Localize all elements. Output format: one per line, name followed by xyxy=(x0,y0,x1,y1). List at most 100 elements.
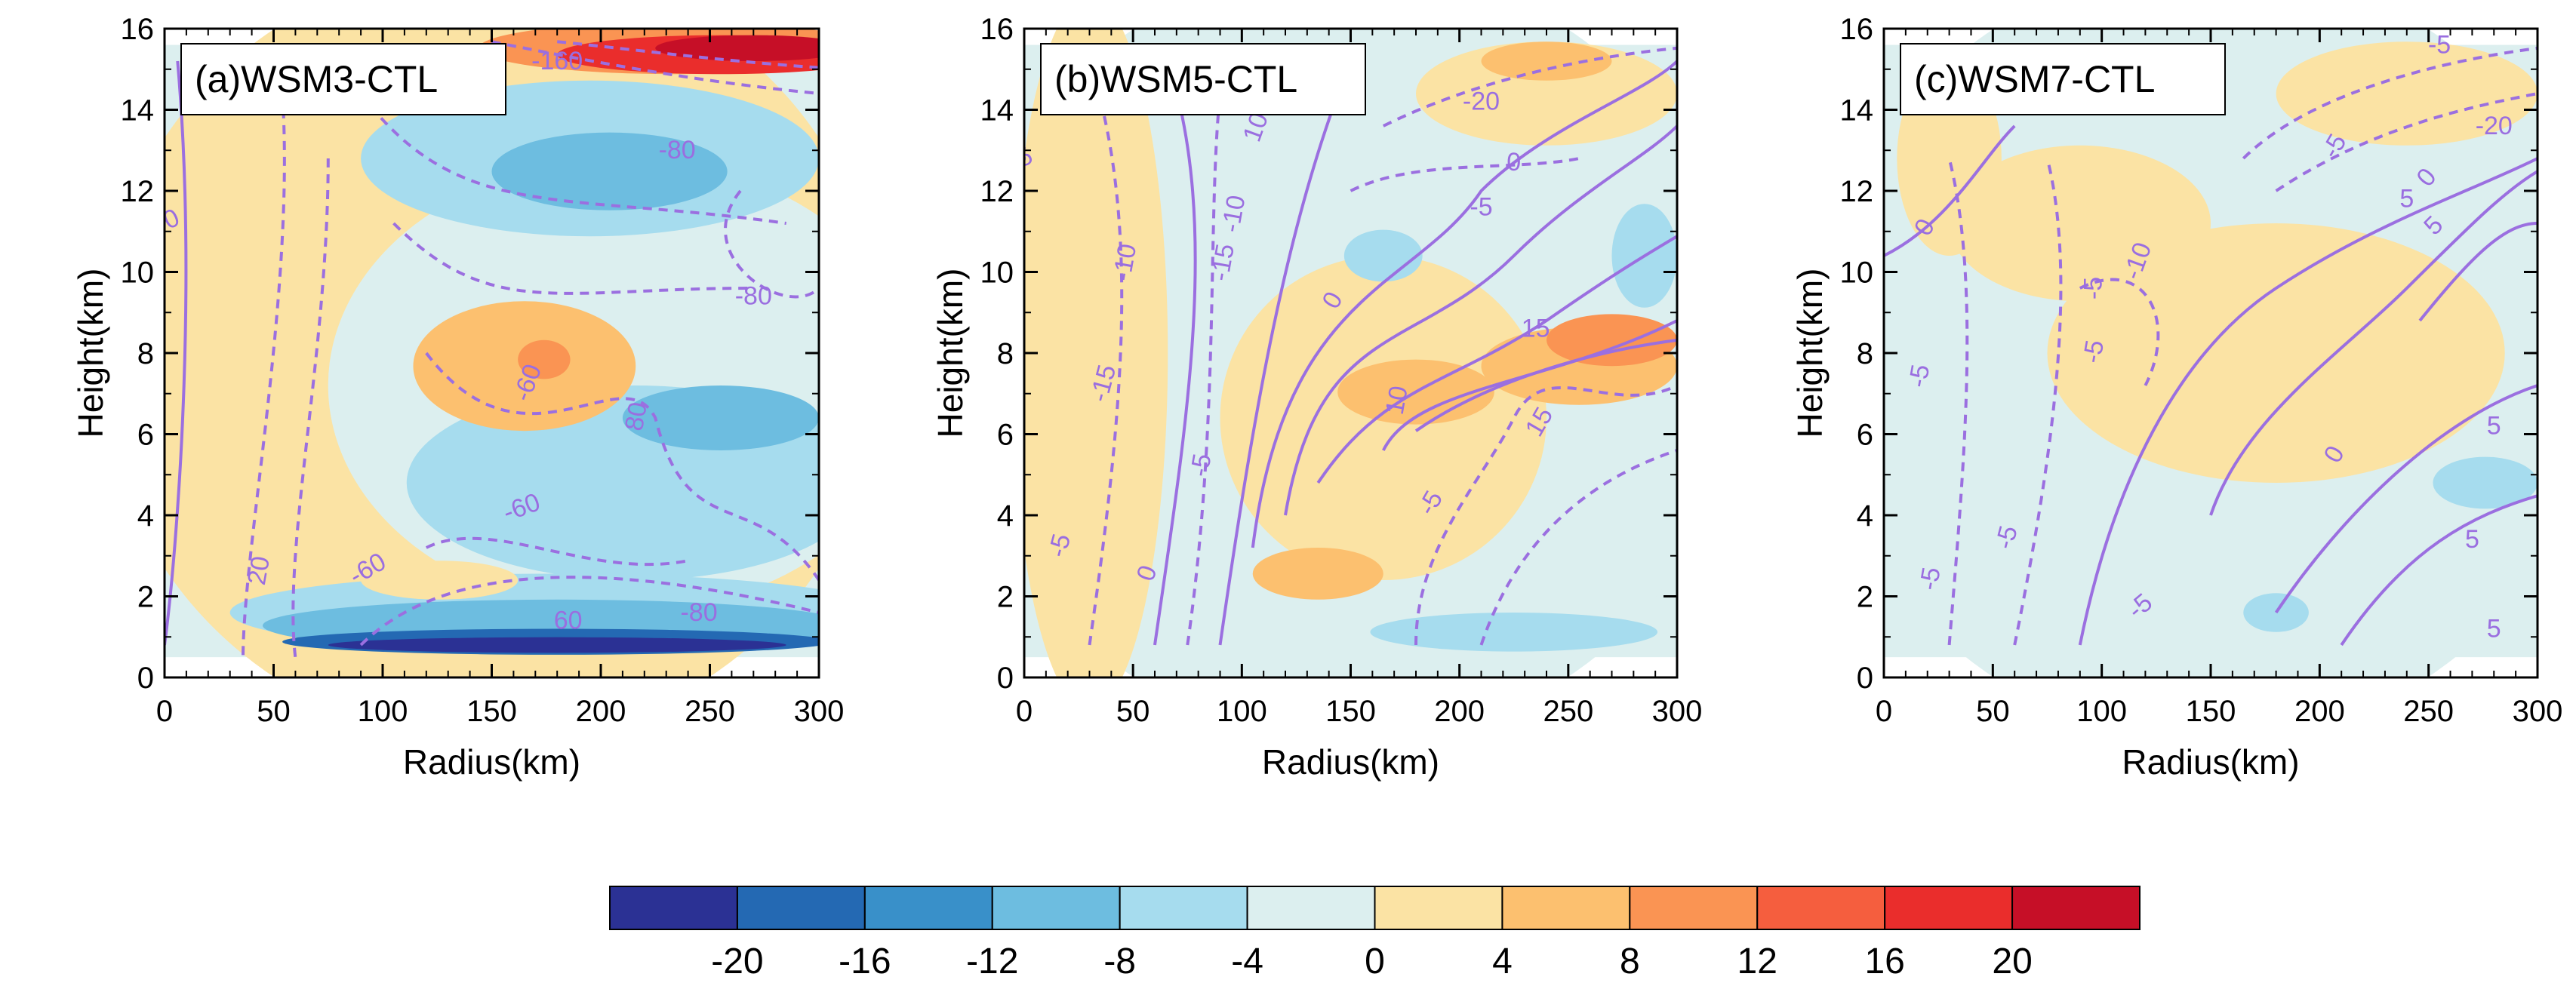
x-axis-label: Radius(km) xyxy=(403,742,580,782)
contour-line-positive xyxy=(165,60,188,646)
colorbar-swatch xyxy=(863,886,993,930)
shade-region xyxy=(1416,41,1677,146)
contour-label: 5 xyxy=(2487,412,2501,441)
contour-label: -80 xyxy=(735,282,772,311)
x-tick-label: 200 xyxy=(576,695,626,728)
x-tick-label: 200 xyxy=(1434,695,1485,728)
contour-label: -80 xyxy=(659,136,696,164)
x-tick-label: 200 xyxy=(2294,695,2345,728)
contour-label: -10 xyxy=(1107,241,1142,283)
colorbar: -20 -16 -12 -8 -4 0 4 8 12 16 20 xyxy=(609,886,2141,981)
x-tick-label: 0 xyxy=(156,695,173,728)
shade-region xyxy=(518,339,571,379)
contour-label: -20 xyxy=(2476,112,2513,140)
colorbar-swatch xyxy=(1629,886,1759,930)
contour-line-positive xyxy=(2418,222,2538,322)
contour-line-negative xyxy=(359,576,819,647)
x-axis-label: Radius(km) xyxy=(2122,742,2299,782)
contour-line-negative xyxy=(2275,92,2538,192)
colorbar-tick-label: 8 xyxy=(1620,941,1640,981)
y-tick-label: 16 xyxy=(121,13,155,46)
panel-title: (a)WSM3-CTL xyxy=(195,58,438,100)
shaded-field: -160-120-80-40-40-60-80-6080-60-602060-8… xyxy=(165,29,819,677)
x-tick-label: 100 xyxy=(2076,695,2127,728)
x-tick-label: 0 xyxy=(1016,695,1033,728)
contour-line-negative xyxy=(2013,158,2063,646)
contour-line-negative xyxy=(724,189,819,299)
panel-title-box xyxy=(1900,43,2226,115)
shade-region xyxy=(328,637,786,653)
colorbar-tick-label: -20 xyxy=(711,941,763,981)
y-tick-label: 0 xyxy=(137,662,154,695)
y-axis-label: Height(km) xyxy=(71,269,110,438)
x-tick-label: 300 xyxy=(2513,695,2563,728)
contour-label: 5 xyxy=(2399,185,2414,213)
contour-label: -5 xyxy=(1470,192,1492,221)
shade-region xyxy=(2276,41,2538,146)
shade-region xyxy=(1481,41,1612,81)
colorbar-swatch xyxy=(1119,886,1248,930)
contour-line-negative xyxy=(1947,158,1969,646)
x-tick-label: 250 xyxy=(685,695,735,728)
x-tick-label: 300 xyxy=(1652,695,1703,728)
contour-line-positive xyxy=(1218,60,1353,646)
contour-line-negative xyxy=(1479,449,1677,646)
contour-label: 5 xyxy=(2465,525,2479,554)
x-tick-label: 150 xyxy=(2186,695,2236,728)
contour-line-negative xyxy=(1414,384,1677,646)
y-axis-label: Height(km) xyxy=(931,269,970,438)
shade-region xyxy=(1370,613,1658,652)
colorbar-tick-label: -12 xyxy=(966,941,1018,981)
y-tick-label: 2 xyxy=(997,581,1014,614)
shade-region xyxy=(655,35,819,61)
y-axis-label: Height(km) xyxy=(1790,269,1830,438)
x-axis-label: Radius(km) xyxy=(1262,742,1439,782)
shade-region xyxy=(1024,29,1168,677)
x-tick-label: 100 xyxy=(1217,695,1267,728)
y-tick-label: 12 xyxy=(121,175,155,208)
contour-label: 15 xyxy=(1522,315,1550,343)
y-tick-label: 10 xyxy=(121,256,155,290)
contour-label: -5 xyxy=(2077,338,2110,365)
shade-region xyxy=(1252,548,1383,600)
colorbar-tick-label: -4 xyxy=(1231,941,1263,981)
contour-label: 20 xyxy=(242,554,275,587)
contour-label: -160 xyxy=(531,47,583,75)
shade-region xyxy=(361,561,519,600)
y-tick-label: 4 xyxy=(1857,499,1873,533)
y-tick-label: 10 xyxy=(1840,256,1874,290)
panel-title-box xyxy=(180,43,506,115)
panel-1: -160-120-80-40-40-60-80-6080-60-602060-8… xyxy=(71,13,844,782)
contour-label: -5 xyxy=(1914,565,1947,592)
contour-label: 60 xyxy=(554,607,583,635)
contour-line-negative xyxy=(1186,93,1222,646)
contour-label: -5 xyxy=(2428,30,2451,59)
panel-title-box xyxy=(1040,43,1366,115)
colorbar-swatch xyxy=(1501,886,1631,930)
colorbar-swatch xyxy=(1246,886,1376,930)
contour-line-positive xyxy=(1153,60,1197,646)
y-tick-label: 12 xyxy=(1840,175,1874,208)
y-tick-label: 6 xyxy=(997,419,1014,452)
colorbar-tick-label: 12 xyxy=(1737,941,1777,981)
shade-region xyxy=(1343,229,1423,282)
colorbar-swatch xyxy=(2011,886,2141,930)
y-tick-label: 10 xyxy=(980,256,1014,290)
contour-line-positive xyxy=(1316,235,1677,484)
contour-line-positive xyxy=(2274,384,2538,614)
colorbar-swatch xyxy=(736,886,866,930)
x-tick-label: 100 xyxy=(358,695,408,728)
colorbar-swatch xyxy=(1756,886,1886,930)
contour-label: -80 xyxy=(680,598,717,627)
contour-label: 80 xyxy=(620,400,653,433)
y-tick-label: 6 xyxy=(137,419,154,452)
x-tick-label: 250 xyxy=(1543,695,1593,728)
shade-region xyxy=(622,385,819,450)
colorbar-swatch xyxy=(1884,886,2014,930)
contour-line-positive xyxy=(2340,494,2538,647)
